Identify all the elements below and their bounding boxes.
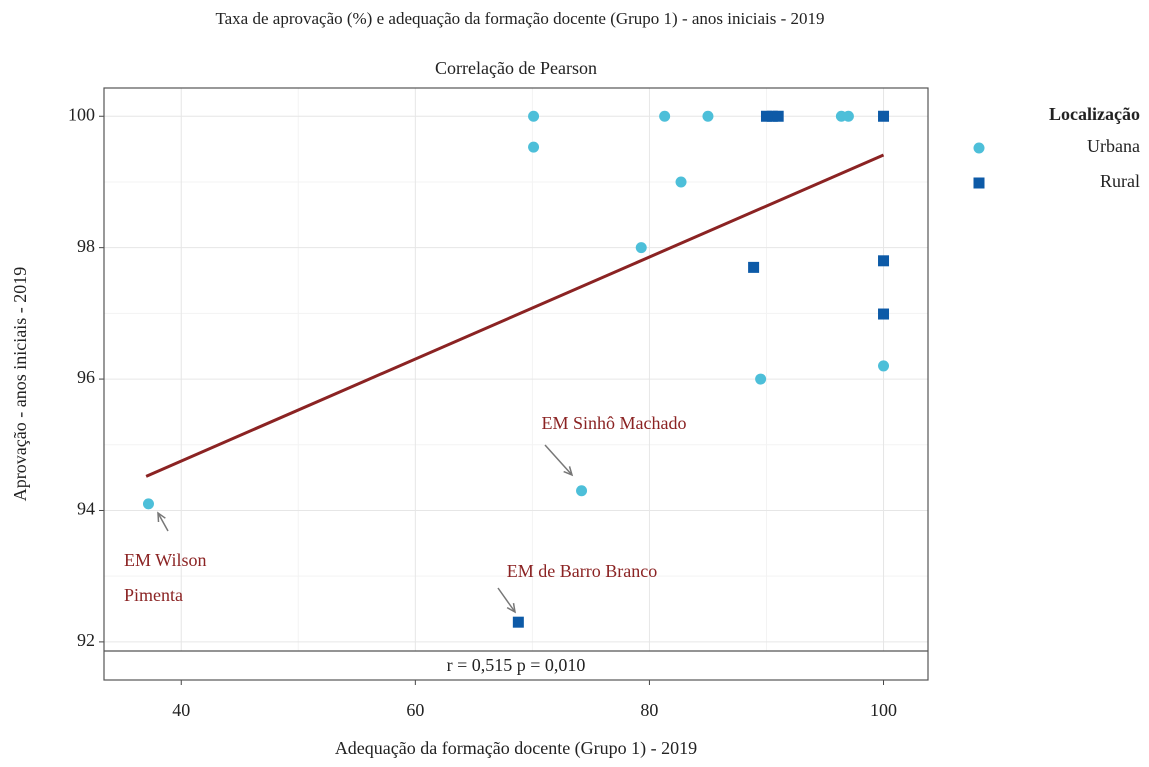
point [878,255,890,267]
point [702,110,714,122]
legend-label: Urbana [1087,136,1140,156]
annotation: EM de Barro Branco [507,561,657,581]
stat-label: r = 0,515 p = 0,010 [447,655,586,675]
x-tick-label: 80 [640,700,658,720]
annotation-arrow [544,444,573,476]
point [760,110,772,122]
arrow-head [506,602,516,614]
point [772,110,784,122]
annotation: EM Wilson [124,550,206,570]
y-tick-label: 96 [77,367,95,387]
x-axis-label: Adequação da formação docente (Grupo 1) … [335,738,697,759]
x-tick-label: 100 [870,700,897,720]
point [659,110,671,122]
legend-marker [973,142,985,154]
point [675,176,687,188]
point [748,261,760,273]
legend-title: Localização [1049,104,1140,124]
y-tick-label: 92 [77,630,95,650]
point [878,110,890,122]
annotation: Pimenta [124,585,183,605]
annotation: EM Sinhô Machado [542,413,687,433]
y-axis-label: Aprovação - anos iniciais - 2019 [10,267,30,501]
point [755,373,767,385]
arrow-head [157,511,166,523]
x-tick-label: 60 [406,700,424,720]
chart-subtitle: Correlação de Pearson [435,58,597,78]
point [766,110,778,122]
point [576,485,588,497]
trend-line [145,153,885,478]
point [842,110,854,122]
annotation-arrow [157,512,169,532]
point [635,242,647,254]
point [528,141,540,153]
chart-title: Taxa de aprovação (%) e adequação da for… [215,9,824,28]
x-tick-label: 40 [172,700,190,720]
annotation-arrow [497,587,516,613]
point [878,360,890,372]
arrow-head [563,466,574,477]
point [528,110,540,122]
y-tick-label: 100 [68,104,95,124]
point [142,498,154,510]
plot-frame [103,87,929,681]
y-tick-label: 94 [77,499,95,519]
legend-label: Rural [1100,171,1140,191]
point [512,616,524,628]
point [878,308,890,320]
y-tick-label: 98 [77,236,95,256]
legend-marker [973,177,985,189]
